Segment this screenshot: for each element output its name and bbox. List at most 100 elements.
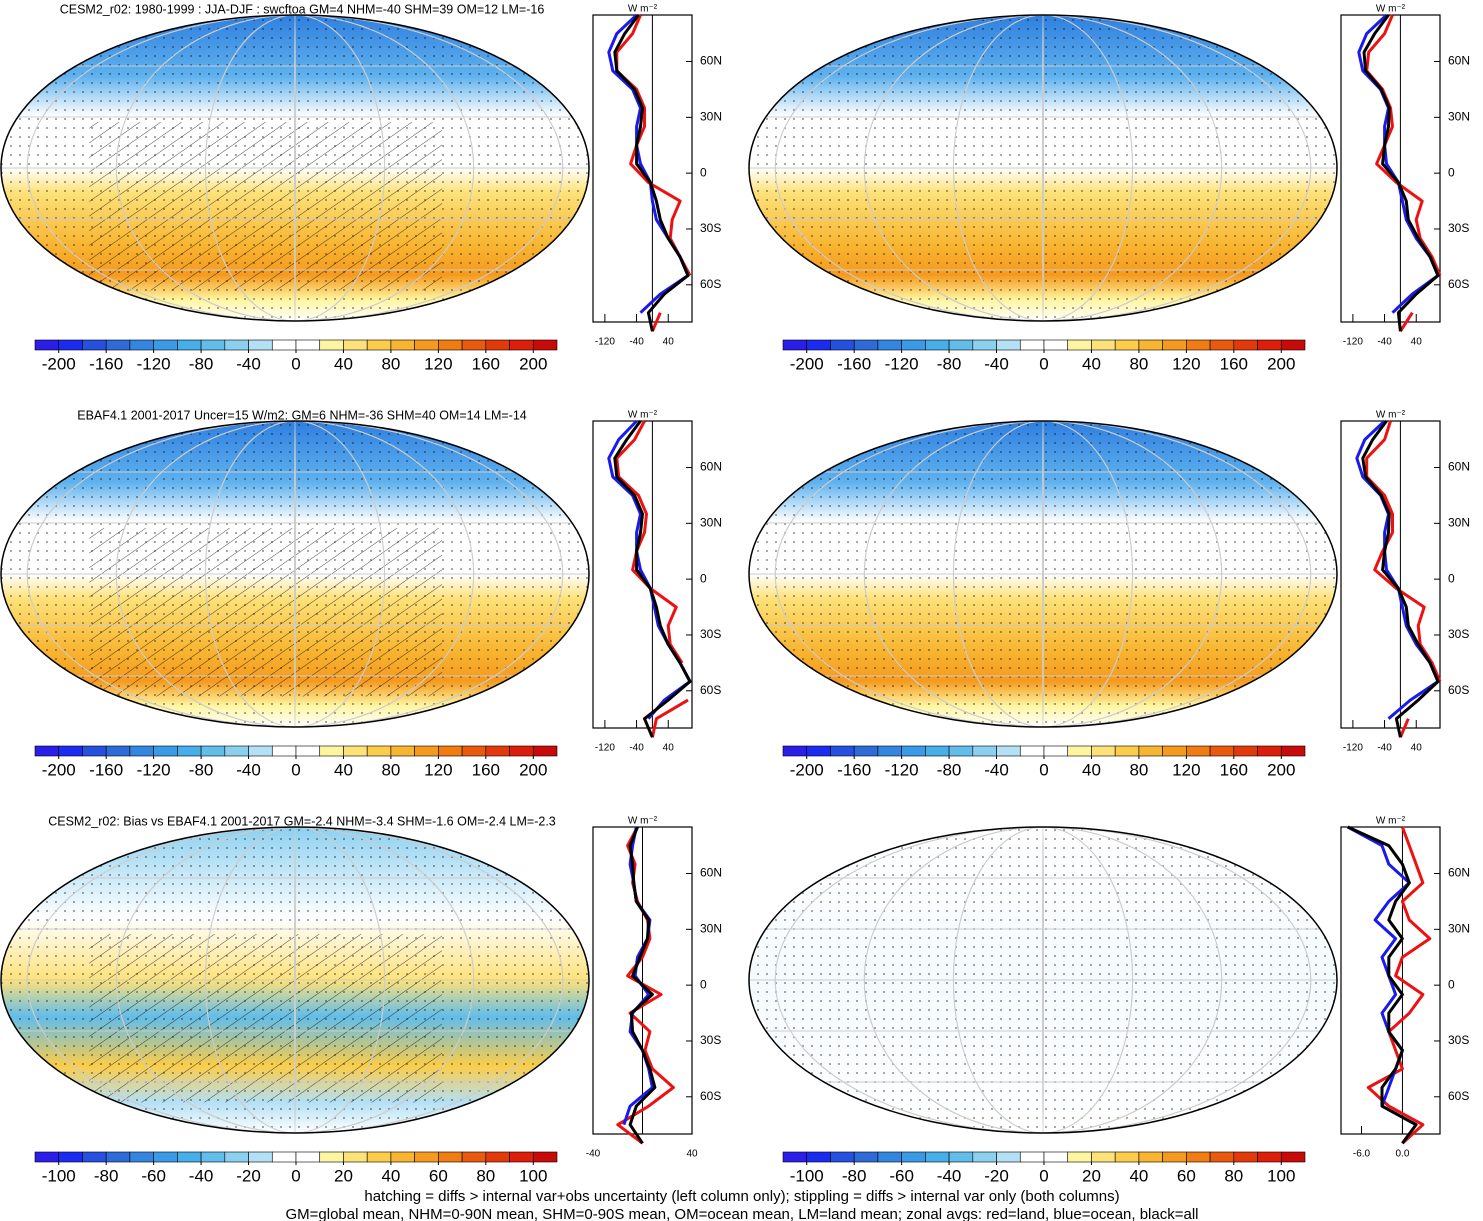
graticule xyxy=(863,421,1223,727)
colorbar-box xyxy=(532,1151,558,1163)
y-tick-label: 30S xyxy=(1448,1033,1469,1047)
y-tick-label: 30S xyxy=(700,221,721,235)
x-tick-label: 40 xyxy=(1411,743,1423,754)
colorbar-box xyxy=(271,745,297,757)
colorbar-tick-label: -200 xyxy=(42,760,76,779)
x-tick-label: -40 xyxy=(629,743,644,754)
y-tick-label: 30S xyxy=(700,627,721,641)
y-tick-label: 0 xyxy=(700,571,707,585)
x-tick-label: -120 xyxy=(1343,743,1363,754)
zonal-frame xyxy=(1340,14,1441,323)
graticule xyxy=(1042,421,1044,727)
colorbar-box xyxy=(461,1151,487,1163)
x-tick-label: 40 xyxy=(663,337,675,348)
y-tick-label: 60N xyxy=(1448,460,1470,474)
colorbar-box xyxy=(34,745,60,757)
colorbar-box xyxy=(271,1151,297,1163)
colorbar-box xyxy=(82,339,107,351)
colorbar-box xyxy=(901,1151,926,1163)
colorbar-tick-label: 40 xyxy=(1129,1166,1148,1185)
colorbar-box xyxy=(853,745,879,757)
colorbar-box xyxy=(1114,745,1140,757)
colorbar-tick-label: 120 xyxy=(424,760,452,779)
colorbar-box xyxy=(58,1151,83,1163)
y-tick-label: 60N xyxy=(700,54,722,68)
colorbar-box xyxy=(1091,745,1116,757)
colorbar-box xyxy=(925,1151,950,1163)
colorbar-box xyxy=(901,339,926,351)
colorbar-tick-label: 80 xyxy=(381,354,400,373)
colorbar-box xyxy=(1257,745,1282,757)
graticule xyxy=(115,421,475,727)
colorbar-box xyxy=(319,745,344,757)
colorbar-box xyxy=(366,339,392,351)
graticule xyxy=(774,15,1312,321)
zonal-line xyxy=(1362,14,1440,332)
x-tick-label: 40 xyxy=(686,1149,698,1160)
colorbar-tick-label: 160 xyxy=(472,354,500,373)
colorbar-tick-label: -120 xyxy=(137,354,171,373)
colorbar-box xyxy=(58,745,83,757)
colorbar-box xyxy=(366,745,392,757)
colorbar-box xyxy=(390,339,415,351)
map xyxy=(1,421,589,727)
colorbar-tick-label: 80 xyxy=(381,760,400,779)
colorbar-box xyxy=(224,339,249,351)
graticule xyxy=(115,15,475,321)
colorbar-box xyxy=(806,339,831,351)
graticule xyxy=(204,421,386,727)
colorbar-box xyxy=(485,745,510,757)
colorbar-tick-label: -40 xyxy=(189,1166,214,1185)
colorbar-box xyxy=(1067,1151,1092,1163)
colorbar-box xyxy=(1019,745,1045,757)
colorbar-tick-label: -120 xyxy=(885,760,919,779)
colorbar-box xyxy=(248,1151,273,1163)
y-tick-label: 60S xyxy=(1448,1089,1469,1103)
colorbar-box xyxy=(925,339,950,351)
colorbar-box xyxy=(877,339,902,351)
colorbar-box xyxy=(177,339,202,351)
units-label: W m⁻² xyxy=(628,816,658,827)
colorbar-tick-label: -160 xyxy=(89,760,123,779)
y-tick-label: 60N xyxy=(700,460,722,474)
graticule xyxy=(294,827,296,1133)
y-tick-label: 30N xyxy=(1448,516,1470,530)
colorbar-box xyxy=(853,1151,879,1163)
colorbar-tick-label: -40 xyxy=(236,354,261,373)
graticule xyxy=(1042,827,1044,1133)
colorbar-box xyxy=(1138,1151,1163,1163)
colorbar-tick-label: 0 xyxy=(291,1166,300,1185)
x-tick-label: -120 xyxy=(595,743,615,754)
colorbar-tick-label: -40 xyxy=(937,1166,962,1185)
colorbar-box xyxy=(972,1151,997,1163)
x-tick-label: -40 xyxy=(1377,337,1392,348)
colorbar-box xyxy=(1257,1151,1282,1163)
graticule xyxy=(952,827,1134,1133)
colorbar-box xyxy=(390,745,415,757)
colorbar-box xyxy=(438,745,463,757)
colorbar-box xyxy=(972,745,997,757)
colorbar-box xyxy=(343,745,368,757)
colorbar-tick-label: 100 xyxy=(519,1166,547,1185)
colorbar-box xyxy=(1162,745,1187,757)
colorbar-box xyxy=(1186,1151,1211,1163)
y-tick-label: 30N xyxy=(1448,110,1470,124)
map xyxy=(749,827,1337,1133)
colorbar-tick-label: -200 xyxy=(42,354,76,373)
colorbar-box xyxy=(271,339,297,351)
map xyxy=(749,15,1337,321)
zonal-line xyxy=(613,14,690,332)
colorbar-box xyxy=(105,339,131,351)
graticule xyxy=(204,15,386,321)
colorbar-box xyxy=(414,1151,439,1163)
colorbar-tick-label: -200 xyxy=(790,354,824,373)
y-tick-label: 30S xyxy=(1448,627,1469,641)
colorbar-tick-label: -80 xyxy=(937,354,962,373)
graticule xyxy=(774,827,1312,1133)
colorbar-tick-label: 120 xyxy=(1172,354,1200,373)
colorbar-box xyxy=(485,339,510,351)
colorbar-tick-label: 160 xyxy=(1220,760,1248,779)
x-tick-label: 0.0 xyxy=(1395,1149,1409,1160)
colorbar-box xyxy=(295,1151,321,1163)
